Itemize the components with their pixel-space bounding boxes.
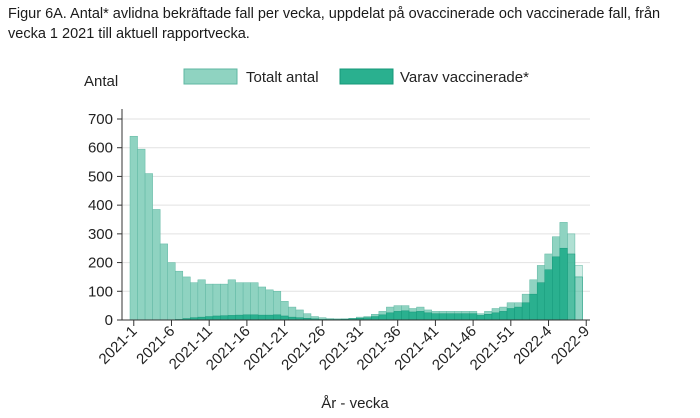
bar-vaccinated	[544, 269, 553, 321]
bar-total	[137, 148, 146, 321]
bar-total	[182, 276, 191, 321]
bar-total	[227, 279, 236, 321]
bar-vaccinated	[559, 247, 568, 321]
x-tick-label: 2021-1	[96, 323, 141, 368]
y-tick-label: 400	[88, 197, 113, 214]
bar-total	[129, 135, 138, 321]
bar-vaccinated	[273, 314, 282, 321]
y-tick-label: 500	[88, 168, 113, 185]
bar-vaccinated	[378, 314, 387, 321]
y-tick-label: 200	[88, 255, 113, 272]
bar-vaccinated	[235, 314, 244, 321]
bar-total	[167, 262, 176, 321]
bar-vaccinated	[257, 314, 266, 321]
bar-total	[212, 283, 221, 321]
bar-vaccinated	[536, 282, 546, 321]
bar-total	[250, 282, 259, 321]
bar-total	[235, 282, 244, 321]
figure-title: Figur 6A. Antal* avlidna bekräftade fall…	[8, 6, 661, 42]
y-tick-label: 300	[88, 226, 113, 243]
bar-vaccinated	[431, 313, 440, 321]
y-tick-label: 100	[88, 283, 113, 300]
bar-vaccinated	[469, 313, 478, 321]
bar-vaccinated	[491, 312, 500, 321]
bar-vaccinated	[514, 306, 523, 321]
bar-vaccinated	[250, 314, 259, 321]
bar-vaccinated	[521, 302, 530, 321]
bar-total	[175, 270, 184, 321]
bar-vaccinated	[205, 316, 214, 321]
bar-vaccinated	[371, 316, 380, 321]
bar-vaccinated	[529, 293, 538, 321]
y-tick-label: 700	[88, 111, 113, 128]
bar-vaccinated	[416, 311, 425, 321]
bar-total	[152, 209, 161, 321]
bar-vaccinated	[484, 314, 493, 321]
bars	[129, 135, 583, 321]
bar-vaccinated	[574, 276, 583, 321]
bar-total	[144, 173, 153, 321]
bar-vaccinated	[220, 315, 229, 321]
x-axis-label: År - vecka	[321, 395, 389, 412]
axes: 01002003004005006007002021-12021-62021-1…	[88, 109, 593, 374]
bar-vaccinated	[227, 315, 236, 321]
bar-vaccinated	[401, 310, 410, 321]
bar-vaccinated	[265, 314, 274, 321]
bar-vaccinated	[242, 314, 251, 321]
bar-total	[197, 279, 206, 321]
bar-vaccinated	[552, 256, 561, 321]
bar-total	[242, 282, 251, 321]
x-tick-label: 2022-9	[548, 323, 593, 368]
bar-vaccinated	[386, 312, 395, 321]
bar-total	[190, 282, 199, 321]
bar-total	[159, 243, 168, 321]
legend-label-total: Totalt antal	[246, 69, 319, 86]
bar-vaccinated	[212, 315, 221, 321]
bar-vaccinated	[408, 311, 417, 321]
bar-vaccinated	[446, 313, 455, 321]
bar-vaccinated	[461, 313, 470, 321]
bar-vaccinated	[499, 311, 508, 321]
y-axis-label: Antal	[84, 73, 118, 90]
bar-vaccinated	[454, 313, 463, 321]
y-tick-label: 0	[105, 312, 113, 329]
bar-vaccinated	[438, 313, 447, 321]
bar-vaccinated	[506, 308, 515, 321]
legend-swatch-vaccinated	[339, 68, 394, 85]
bar-vaccinated	[280, 315, 289, 321]
y-tick-label: 600	[88, 140, 113, 157]
bar-total	[220, 283, 229, 321]
gridlines	[122, 118, 590, 292]
bar-vaccinated	[567, 253, 576, 321]
x-tick-label: 2022-4	[510, 323, 555, 368]
legend-label-vaccinated: Varav vaccinerade*	[400, 69, 529, 86]
bar-total	[205, 283, 214, 321]
legend: Totalt antal Varav vaccinerade*	[183, 68, 529, 86]
legend-swatch-total	[183, 68, 238, 85]
bar-vaccinated	[393, 311, 402, 321]
bar-vaccinated	[423, 312, 432, 321]
bar-vaccinated	[476, 315, 485, 321]
